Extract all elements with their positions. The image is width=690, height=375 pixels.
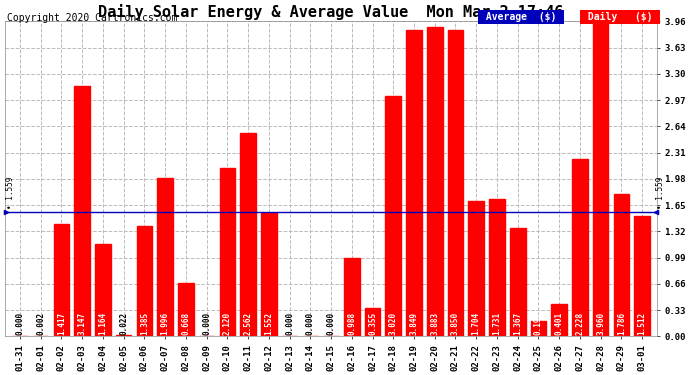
Text: 1.786: 1.786: [617, 312, 626, 335]
Bar: [344, 258, 359, 336]
Text: 1.704: 1.704: [472, 312, 481, 335]
Bar: [510, 228, 526, 336]
Bar: [551, 304, 567, 336]
Text: 0.000: 0.000: [202, 312, 211, 335]
Text: 0.668: 0.668: [181, 312, 190, 335]
Bar: [54, 224, 69, 336]
Text: 0.000: 0.000: [285, 312, 294, 335]
Bar: [261, 213, 277, 336]
Bar: [448, 30, 463, 336]
Text: 0.401: 0.401: [555, 312, 564, 335]
Text: 0.000: 0.000: [15, 312, 24, 335]
Bar: [386, 96, 401, 336]
Bar: [427, 27, 442, 336]
Text: 3.883: 3.883: [431, 312, 440, 335]
Text: 1.996: 1.996: [161, 312, 170, 335]
Bar: [365, 308, 380, 336]
Bar: [116, 334, 131, 336]
Text: 1.164: 1.164: [99, 312, 108, 335]
Bar: [531, 321, 546, 336]
Bar: [137, 226, 152, 336]
Text: 0.000: 0.000: [306, 312, 315, 335]
Text: 0.000: 0.000: [326, 312, 335, 335]
Text: 3.849: 3.849: [409, 312, 419, 335]
Text: 3.020: 3.020: [388, 312, 397, 335]
Text: 2.120: 2.120: [223, 312, 232, 335]
Bar: [469, 201, 484, 336]
Text: 1.367: 1.367: [513, 312, 522, 335]
Text: • 1.559: • 1.559: [656, 177, 664, 209]
Text: • 1.559: • 1.559: [6, 177, 15, 209]
Bar: [240, 132, 256, 336]
Bar: [613, 194, 629, 336]
Bar: [157, 177, 173, 336]
Bar: [75, 86, 90, 336]
Text: Daily   ($): Daily ($): [582, 12, 658, 22]
Text: 3.960: 3.960: [596, 312, 605, 335]
Text: 2.562: 2.562: [244, 312, 253, 335]
Text: Average  ($): Average ($): [480, 12, 562, 22]
Text: 0.191: 0.191: [534, 312, 543, 335]
Text: 3.850: 3.850: [451, 312, 460, 335]
Title: Daily Solar Energy & Average Value  Mon Mar 2 17:46: Daily Solar Energy & Average Value Mon M…: [99, 4, 564, 20]
Text: 1.512: 1.512: [638, 312, 647, 335]
Text: 0.988: 0.988: [347, 312, 356, 335]
Text: 1.552: 1.552: [264, 312, 273, 335]
Text: 0.355: 0.355: [368, 312, 377, 335]
Text: 1.385: 1.385: [140, 312, 149, 335]
Bar: [178, 283, 194, 336]
Bar: [572, 159, 588, 336]
Bar: [219, 168, 235, 336]
Text: 3.147: 3.147: [78, 312, 87, 335]
Text: 0.002: 0.002: [36, 312, 45, 335]
Bar: [406, 30, 422, 336]
Text: 1.417: 1.417: [57, 312, 66, 335]
Text: Copyright 2020 Cartronics.com: Copyright 2020 Cartronics.com: [7, 13, 177, 23]
Bar: [489, 199, 505, 336]
Text: 2.228: 2.228: [575, 312, 584, 335]
Bar: [634, 216, 650, 336]
Bar: [593, 21, 609, 336]
Text: 1.731: 1.731: [493, 312, 502, 335]
Text: 0.022: 0.022: [119, 312, 128, 335]
Bar: [95, 244, 110, 336]
